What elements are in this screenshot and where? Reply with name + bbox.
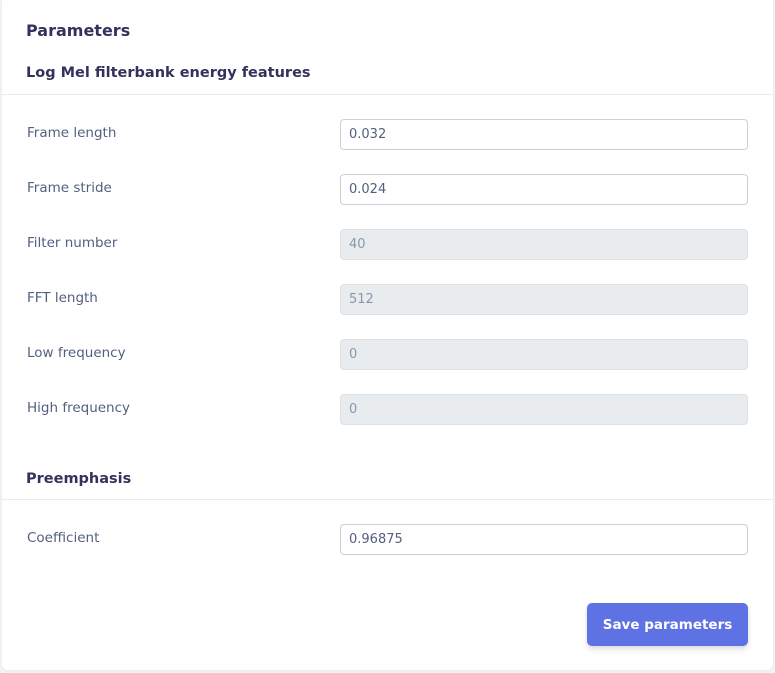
fft-length-label: FFT length <box>27 290 98 306</box>
coefficient-label: Coefficient <box>27 530 100 546</box>
section-divider <box>2 94 773 95</box>
section-heading-mfe: Log Mel filterbank energy features <box>26 65 311 81</box>
high-frequency-label: High frequency <box>27 400 131 416</box>
frame-stride-input[interactable] <box>340 174 748 205</box>
section-divider <box>2 499 773 500</box>
filter-number-input <box>340 229 748 260</box>
high-frequency-input <box>340 394 748 425</box>
frame-length-label: Frame length <box>27 125 117 141</box>
fft-length-input <box>340 284 748 315</box>
section-heading-preemphasis: Preemphasis <box>26 471 132 487</box>
frame-stride-label: Frame stride <box>27 180 112 196</box>
panel-title: Parameters <box>26 21 131 40</box>
coefficient-input[interactable] <box>340 524 748 555</box>
filter-number-label: Filter number <box>27 235 118 251</box>
frame-length-input[interactable] <box>340 119 748 150</box>
low-frequency-input <box>340 339 748 370</box>
save-parameters-button[interactable]: Save parameters <box>587 603 748 646</box>
low-frequency-label: Low frequency <box>27 345 126 361</box>
